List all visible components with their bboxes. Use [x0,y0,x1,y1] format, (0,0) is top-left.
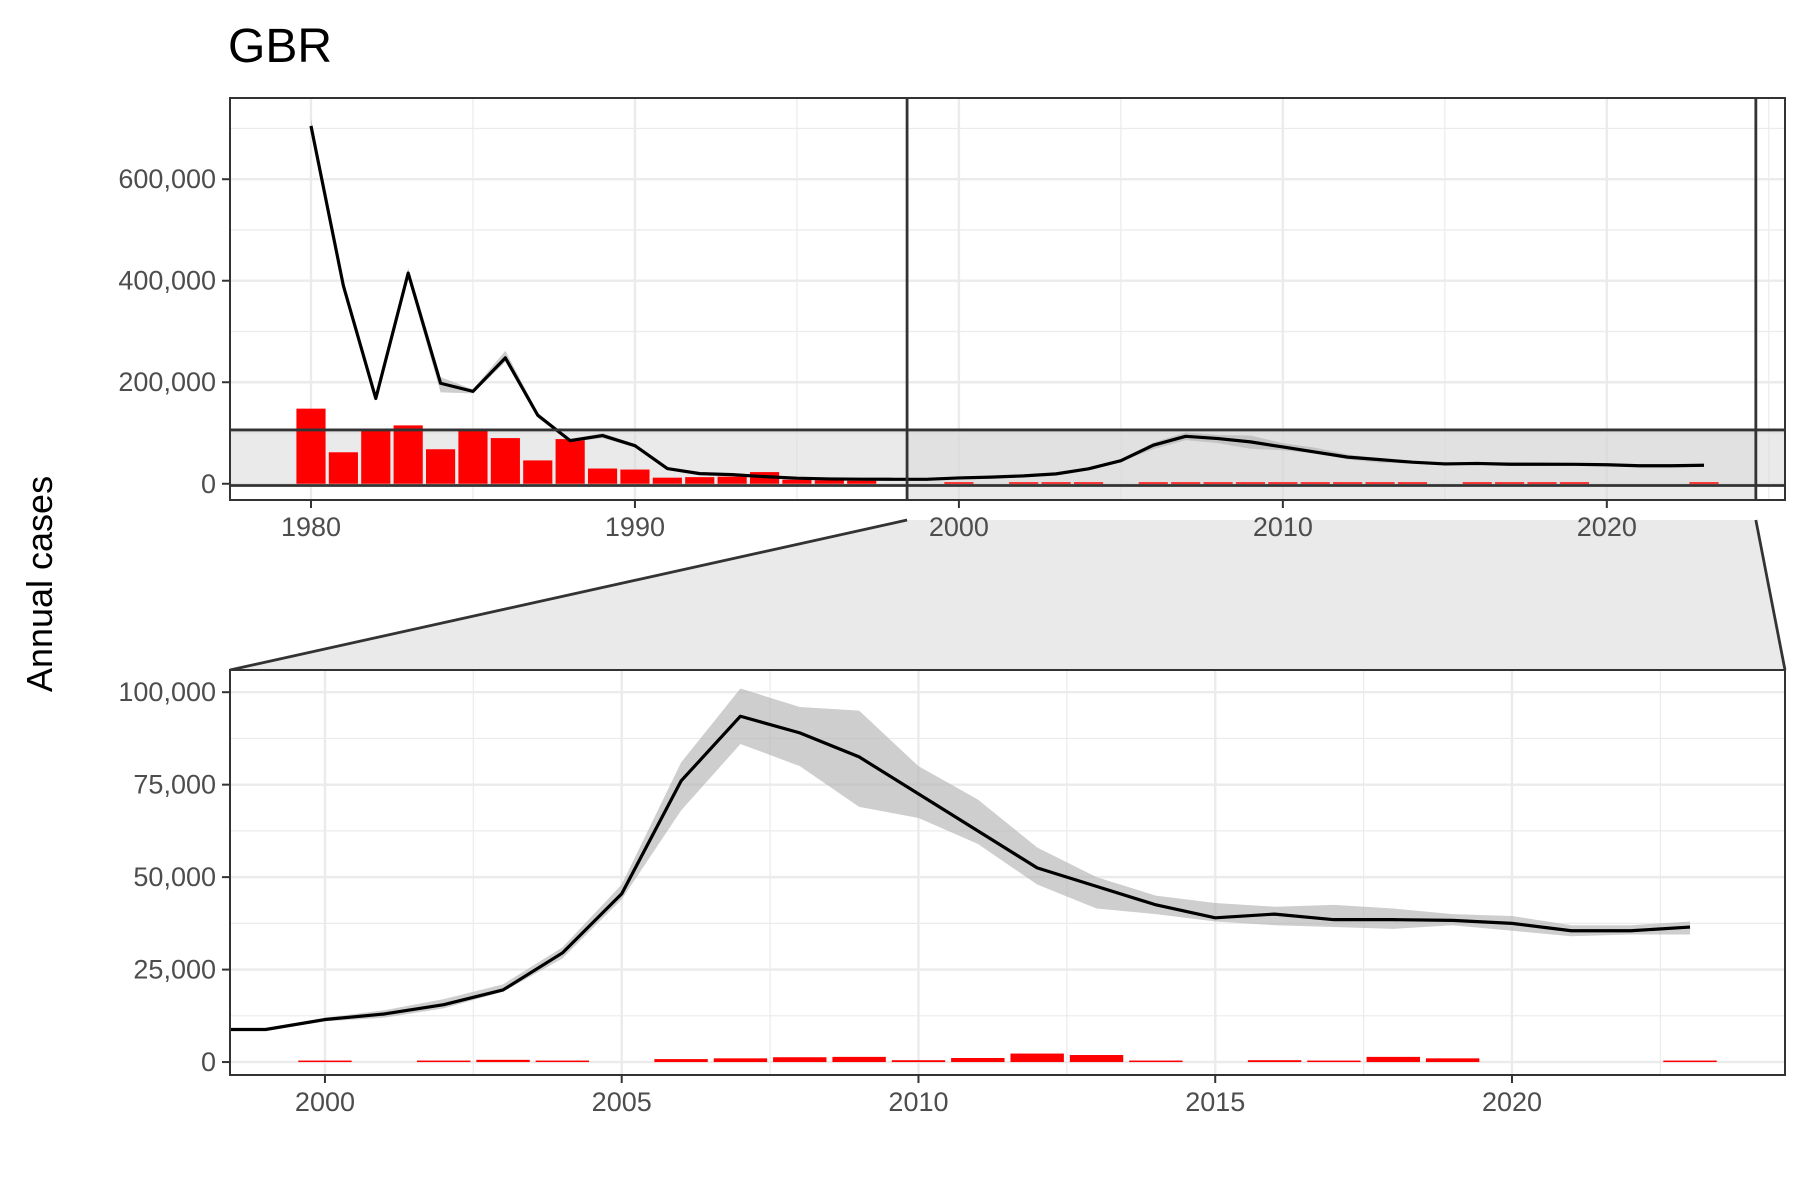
zoom-y-tick-label: 25,000 [133,955,216,985]
zoom-connector-layer [229,518,1787,672]
reported-bar [652,477,682,484]
reported-bar [832,1056,886,1063]
reported-bar [782,479,812,484]
overview-y-tick-label: 200,000 [118,367,216,397]
reported-bar [1009,482,1039,484]
zoom-panel-background [230,670,1785,1075]
zoom-y-tick-label: 75,000 [133,770,216,800]
reported-bar [361,429,391,484]
zoom-panel-border [229,669,1786,1076]
reported-bar [1365,482,1395,484]
overview-panel-border [229,97,1786,501]
reported-bar [685,477,715,484]
reported-bar [1247,1060,1302,1063]
zoom-x-tick-label: 2000 [295,1087,355,1117]
reported-bar [1527,482,1557,484]
reported-bar [1366,1056,1420,1063]
overview-y-tick-label: 400,000 [118,266,216,296]
overview-plot-area [230,98,1785,500]
zoom-connector-left-line [229,518,908,672]
reported-bar [944,482,974,484]
reported-bar [120,1040,173,1062]
reported-bar [1307,1060,1361,1063]
reported-bar [587,468,618,484]
overview-x-tick-label: 2020 [1577,512,1637,542]
overview-x-tick-label: 1990 [605,512,665,542]
reported-bar [535,1060,590,1063]
reported-bar [1425,1058,1480,1063]
reported-bar [298,1060,352,1063]
zoom-x-tick-label: 2015 [1185,1087,1245,1117]
zoom-x-tick-label: 2010 [888,1087,948,1117]
zoom-connector-right-line [1754,519,1787,671]
reported-bar [393,425,423,484]
reported-bar [61,1036,114,1062]
reported-bar [1268,482,1298,484]
reported-bar [814,480,844,484]
reported-bar [1397,482,1428,484]
reported-bar [1171,482,1201,484]
reported-bar [620,469,650,484]
overview-x-tick-label: 2010 [1253,512,1313,542]
reported-bar [1129,1060,1183,1063]
reported-bar [458,429,488,484]
zoom-connector-area [230,520,1785,670]
zoom-y-tick-label: 100,000 [118,677,216,707]
estimate-line [309,125,1705,481]
chart-title: GBR [228,20,332,73]
zoom-x-tick-label: 2020 [1482,1087,1542,1117]
reported-bar [773,1057,827,1063]
reported-bar [425,449,456,484]
zoom-x-tick-label: 2005 [592,1087,652,1117]
estimate-line [230,714,1691,1032]
overview-y-tick-label: 0 [201,469,216,499]
reported-bar [1300,482,1330,484]
reported-bar [1041,482,1071,484]
overview-y-tick-label: 600,000 [118,164,216,194]
reported-bar [654,1059,708,1063]
overview-x-tick-label: 1980 [281,512,341,542]
zoom-y-tick-label: 50,000 [133,862,216,892]
reported-bar [523,460,553,484]
reported-bar [1138,482,1168,484]
reported-bar [1559,482,1590,484]
reported-bar [717,476,747,484]
zoom-plot-area [1,670,1785,1075]
reported-bar [1069,1055,1124,1063]
zoom-panel: 2000 2005 2010 2015 2020 0 25,000 50,000 75,000 1… [1,669,1786,1117]
reported-bar [296,408,326,484]
reported-bar [713,1058,768,1063]
reported-bar [490,438,520,484]
reported-bar [1,1032,54,1062]
reported-bar [1010,1053,1064,1063]
reported-bar [1462,482,1492,484]
reported-bar [1235,482,1266,484]
reported-bar [1689,482,1719,484]
reported-bar [1495,482,1525,484]
reported-bar [891,1060,946,1063]
reported-bar [1203,482,1233,484]
reported-bar [951,1057,1005,1063]
reported-bar [555,439,585,484]
reported-bar [328,452,358,484]
reported-bar [476,1059,530,1063]
overview-x-tick-label: 2000 [929,512,989,542]
reported-bar [1073,482,1104,484]
overview-panel: 1980 1990 2000 2010 2020 0 200,000 400,000 600,0… [118,97,1786,542]
zoom-y-tick-label: 0 [201,1047,216,1077]
reported-bar [847,480,877,484]
y-axis-label: Annual cases [19,476,60,692]
reported-bar [416,1060,471,1063]
reported-bar [1663,1060,1717,1063]
reported-bar [1333,482,1363,484]
